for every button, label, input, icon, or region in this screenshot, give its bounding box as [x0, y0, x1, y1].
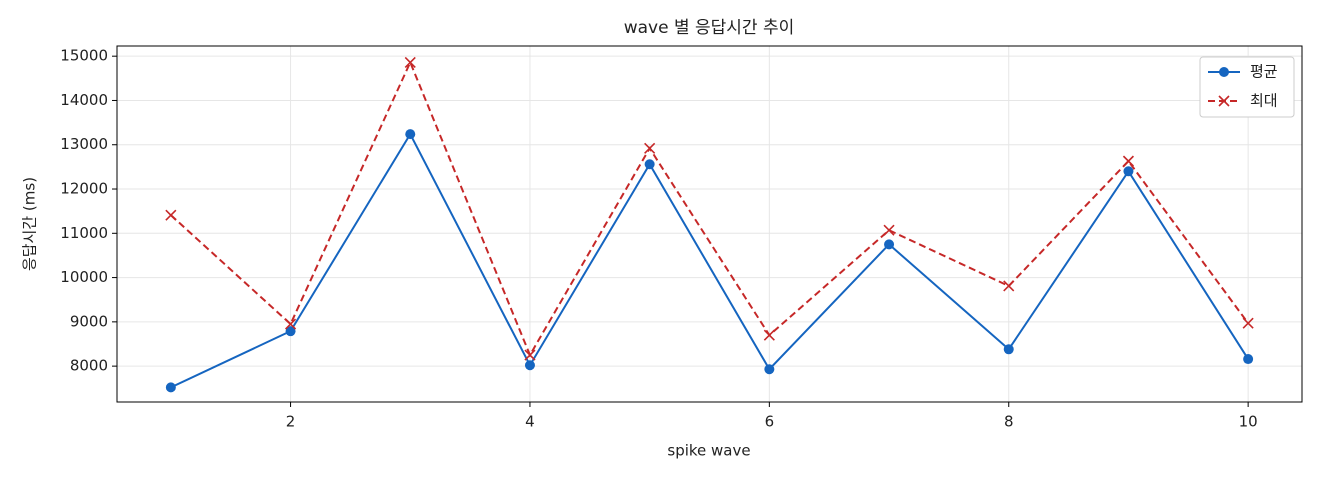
x-tick-label: 10: [1239, 413, 1258, 431]
point: [1242, 317, 1254, 329]
point: [1243, 354, 1254, 365]
y-tick-label: 8000: [70, 357, 108, 375]
y-axis-label: 응답시간 (ms): [21, 177, 39, 271]
chart-title: wave 별 응답시간 추이: [624, 18, 795, 38]
point: [524, 360, 535, 371]
point: [524, 349, 536, 361]
point: [165, 382, 176, 393]
y-tick-label: 15000: [60, 47, 108, 65]
x-tick-label: 6: [765, 413, 775, 431]
y-tick-label: 10000: [60, 268, 108, 286]
y-tick-label: 13000: [60, 135, 108, 153]
point: [764, 364, 775, 375]
point: [405, 129, 416, 140]
legend-label: 평균: [1250, 63, 1278, 81]
point: [644, 142, 656, 154]
plot-frame: [116, 45, 1303, 403]
x-tick-label: 8: [1004, 413, 1014, 431]
point: [883, 224, 895, 236]
line: [170, 59, 1249, 358]
line: [170, 132, 1249, 389]
y-tick-label: 9000: [70, 312, 108, 330]
y-tick-label: 14000: [60, 91, 108, 109]
point: [763, 329, 775, 341]
y-tick-label: 12000: [60, 180, 108, 198]
point: [285, 326, 296, 337]
point: [284, 318, 297, 330]
point: [1122, 155, 1135, 167]
legend-marker: [1219, 67, 1229, 77]
y-tick-label: 11000: [60, 224, 108, 242]
x-tick-label: 4: [525, 413, 535, 431]
x-axis-label: spike wave: [667, 442, 750, 460]
legend-box: [1199, 56, 1295, 118]
point: [1123, 166, 1134, 177]
point: [884, 239, 895, 250]
point: [404, 56, 416, 68]
legend-marker: [1218, 95, 1230, 107]
point: [644, 159, 655, 170]
point: [165, 209, 177, 221]
point: [1003, 280, 1015, 292]
point: [1003, 344, 1014, 355]
x-tick-label: 2: [286, 413, 296, 431]
legend-label: 최대: [1250, 92, 1278, 110]
